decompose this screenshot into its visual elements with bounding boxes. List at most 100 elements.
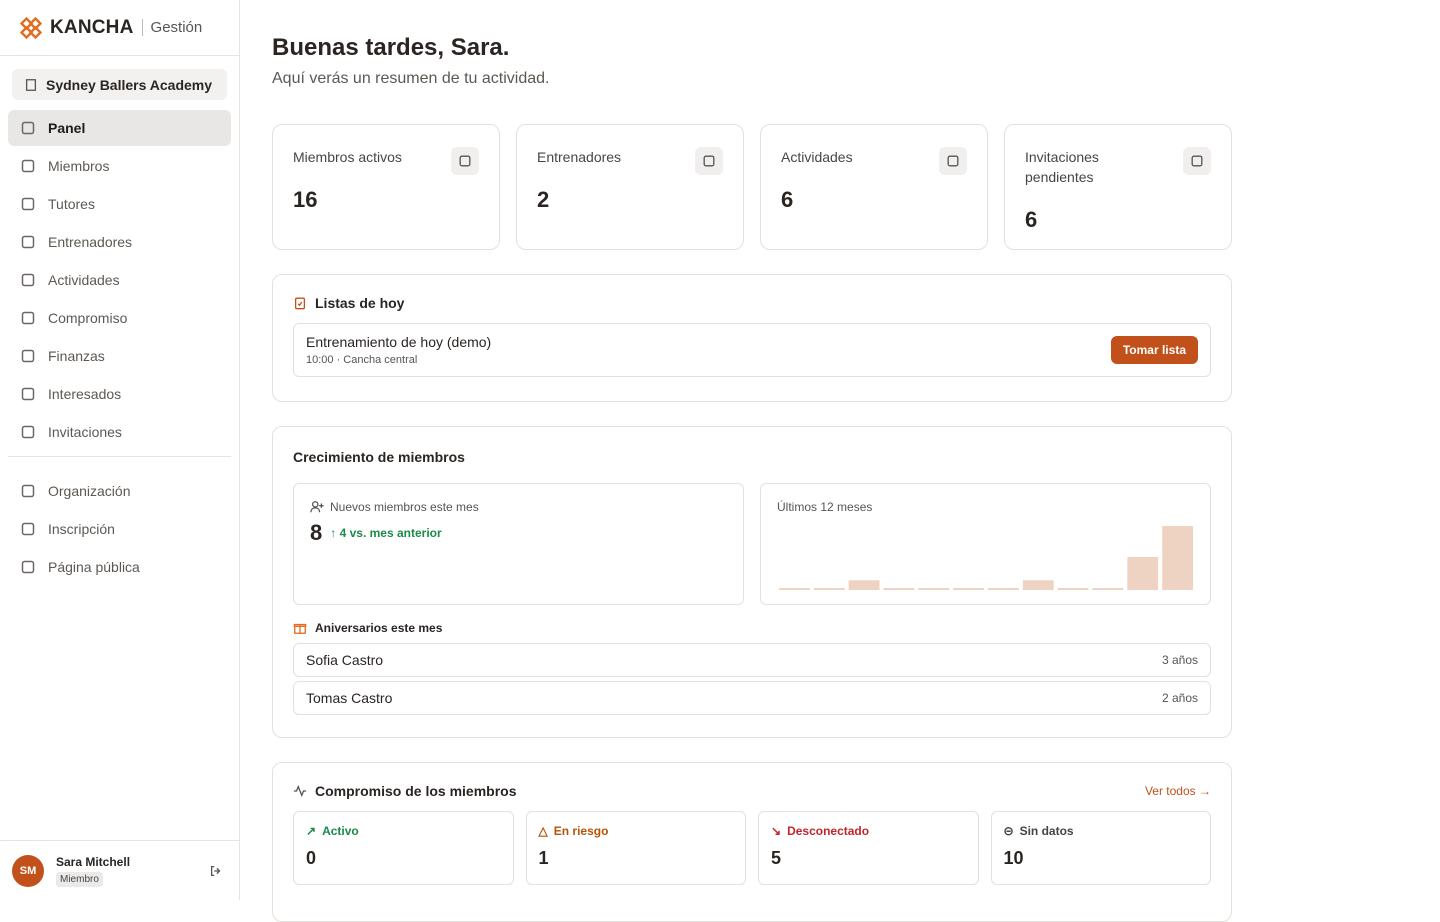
bar bbox=[918, 588, 950, 590]
avatar: SM bbox=[12, 854, 44, 887]
anniversary-row: Sofia Castro 3 años bbox=[293, 643, 1211, 677]
anniversary-name: Sofia Castro bbox=[306, 652, 384, 668]
icon bbox=[21, 273, 35, 287]
nav-item[interactable]: Tutores bbox=[8, 186, 231, 222]
today-card: Listas de hoy Entrenamiento de hoy (demo… bbox=[272, 274, 1232, 402]
nav-label: Organización bbox=[48, 483, 131, 499]
stat-value: 6 bbox=[1025, 207, 1038, 232]
body: KANCHA Gestión Sydney Ballers Academy Pa… bbox=[0, 0, 1232, 922]
stat-card: Entrenadores 2 bbox=[516, 124, 744, 250]
engagement-name: Activo bbox=[322, 824, 359, 838]
chart-title: Últimos 12 meses bbox=[777, 500, 873, 514]
nav-item[interactable]: Invitaciones bbox=[8, 414, 231, 450]
nav-label: Actividades bbox=[48, 272, 120, 288]
org-switcher[interactable]: Sydney Ballers Academy bbox=[12, 69, 227, 100]
new-members: Nuevos miembros este mes 8 ↑ 4 vs. mes an… bbox=[293, 483, 744, 605]
icon: △ bbox=[538, 824, 548, 838]
icon: ↗ bbox=[306, 824, 317, 838]
stat-icon bbox=[1183, 147, 1211, 175]
item-name: Entrenamiento de hoy (demo) bbox=[306, 334, 492, 350]
engagement-card: △ En riesgo 1 bbox=[525, 811, 746, 885]
stat-icon bbox=[451, 147, 479, 175]
separator bbox=[8, 456, 231, 457]
engagement-card: ↗ Activo 0 bbox=[293, 811, 514, 885]
nav-item[interactable]: Actividades bbox=[8, 262, 231, 298]
today-title: Listas de hoy bbox=[315, 295, 405, 311]
icon bbox=[25, 78, 37, 91]
nav-item[interactable]: Organización bbox=[8, 473, 231, 509]
anniversary-years: 2 años bbox=[1161, 691, 1198, 705]
stat-label: Miembros activos bbox=[293, 149, 402, 165]
delta: 4 vs. mes anterior bbox=[339, 526, 442, 540]
nav-item[interactable]: Panel bbox=[8, 110, 231, 146]
nav-item[interactable]: Finanzas bbox=[8, 338, 231, 374]
nav-label: Página pública bbox=[48, 559, 140, 575]
bar bbox=[1057, 588, 1089, 590]
new-label: Nuevos miembros este mes bbox=[330, 500, 479, 514]
engagement-value: 5 bbox=[771, 848, 782, 868]
user-role: Miembro bbox=[56, 871, 103, 887]
bar bbox=[1022, 580, 1054, 590]
nav-item[interactable]: Compromiso bbox=[8, 300, 231, 336]
page: Kancha Gestión {"sidebar":{"brand":"KANC… bbox=[0, 0, 1232, 922]
anniversary-row: Tomas Castro 2 años bbox=[293, 681, 1211, 715]
stat-icon bbox=[939, 147, 967, 175]
bar bbox=[779, 588, 810, 590]
bar bbox=[953, 588, 984, 590]
nav-item[interactable]: Entrenadores bbox=[8, 224, 231, 260]
engagement-items: ↗ Activo 0 △ En riesgo 1 ↘ Desconectado 5 ⊝ Sin da… bbox=[293, 811, 1211, 885]
nav-label: Tutores bbox=[48, 196, 95, 212]
nav-label: Compromiso bbox=[48, 310, 128, 326]
icon bbox=[293, 623, 307, 634]
bar bbox=[813, 588, 845, 590]
chart-box: Últimos 12 meses bbox=[760, 483, 1211, 605]
bar bbox=[848, 580, 880, 590]
engagement-name: En riesgo bbox=[553, 824, 609, 838]
engagement-value: 1 bbox=[538, 848, 549, 868]
take-list-button[interactable]: Tomar lista bbox=[1110, 336, 1198, 364]
icon bbox=[21, 159, 35, 173]
stat-value: 6 bbox=[781, 187, 794, 212]
nav-label: Invitaciones bbox=[48, 424, 122, 440]
user-name: Sara Mitchell bbox=[56, 854, 131, 869]
icon bbox=[21, 311, 35, 325]
icon bbox=[21, 387, 35, 401]
nav-label: Interesados bbox=[48, 386, 122, 402]
icon: ↘ bbox=[771, 824, 782, 838]
item-details: 10:00 · Cancha central bbox=[306, 354, 418, 366]
icon bbox=[293, 784, 307, 798]
engagement-card: ↘ Desconectado 5 bbox=[758, 811, 979, 885]
stat-label: Entrenadores bbox=[537, 149, 622, 165]
icon bbox=[703, 155, 715, 167]
nav-item[interactable]: Miembros bbox=[8, 148, 231, 184]
see-all[interactable]: Ver todos → bbox=[1144, 784, 1211, 798]
icon bbox=[21, 197, 35, 211]
nav-label: Panel bbox=[48, 120, 86, 136]
greeting: Buenas tardes, Sara. bbox=[272, 34, 510, 61]
engagement-card: Compromiso de los miembros Ver todos → ↗ A… bbox=[272, 762, 1232, 922]
icon bbox=[21, 560, 35, 574]
engagement-label: ↗ Activo bbox=[306, 824, 501, 838]
icon bbox=[21, 484, 35, 498]
anniversaries-title: Aniversarios este mes bbox=[315, 621, 443, 635]
nav-item[interactable]: Interesados bbox=[8, 376, 231, 412]
brand-name: KANCHA bbox=[50, 16, 134, 38]
subtitle: Aquí verás un resumen de tu actividad. bbox=[272, 70, 550, 87]
icon bbox=[1191, 155, 1203, 167]
engagement-label: ⊝ Sin datos bbox=[1004, 824, 1199, 838]
stat-icon bbox=[695, 147, 723, 175]
stat-card: Invitaciones pendientes 6 bbox=[1004, 124, 1232, 250]
stat-value: 2 bbox=[537, 187, 550, 212]
anniversaries: Sofia Castro 3 años Tomas Castro 2 años bbox=[293, 643, 1211, 715]
logout[interactable] bbox=[209, 864, 223, 878]
nav-item[interactable]: Página pública bbox=[8, 549, 231, 585]
bar bbox=[1092, 588, 1124, 590]
nav-label: Miembros bbox=[48, 158, 110, 174]
growth-card: Crecimiento de miembros Nuevos miembros … bbox=[272, 426, 1232, 738]
nav: Panel Miembros Tutores Entrenadores Activida… bbox=[0, 110, 239, 450]
nav-item[interactable]: Inscripción bbox=[8, 511, 231, 547]
icon bbox=[21, 522, 35, 536]
sidebar: KANCHA Gestión Sydney Ballers Academy Pa… bbox=[0, 0, 240, 900]
org-name: Sydney Ballers Academy bbox=[46, 76, 213, 93]
icon bbox=[310, 501, 324, 513]
